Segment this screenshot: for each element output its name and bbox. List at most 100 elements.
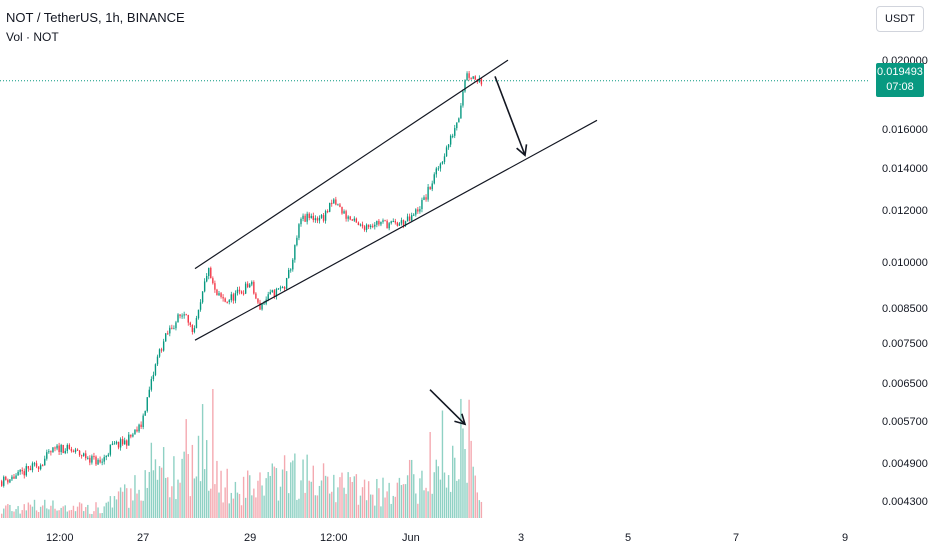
candle-body	[29, 468, 32, 471]
candle-body	[404, 221, 407, 226]
volume-bar	[312, 465, 314, 518]
volume-bar	[113, 496, 116, 518]
volume-bar	[380, 506, 382, 518]
volume-bar	[144, 470, 146, 518]
volume-bar	[386, 491, 388, 518]
candle-body	[197, 309, 200, 319]
volume-bar	[130, 488, 132, 518]
symbol-title[interactable]: NOT / TetherUS, 1h, BINANCE	[6, 10, 185, 25]
volume-bar	[392, 495, 394, 518]
volume-bar	[152, 470, 155, 518]
candle-body	[216, 289, 218, 296]
candle-body	[275, 288, 278, 297]
candle-body	[228, 300, 230, 302]
volume-bar	[472, 466, 474, 518]
candle-body	[421, 199, 423, 210]
candle-body	[294, 245, 296, 260]
volume-bar	[402, 484, 405, 518]
price-arrow	[494, 76, 526, 156]
volume-bar	[117, 491, 120, 518]
candle-body	[222, 296, 224, 299]
candle-body	[35, 463, 38, 467]
volume-bar	[224, 487, 226, 518]
volume-bar	[390, 503, 392, 518]
volume-indicator-label[interactable]: Vol · NOT	[6, 30, 59, 44]
candle-body	[105, 455, 107, 458]
y-tick-label: 0.008500	[882, 303, 928, 315]
volume-bar	[331, 491, 333, 518]
volume-bar	[466, 482, 468, 518]
candle-body	[148, 389, 150, 398]
candle-body	[179, 314, 181, 317]
volume-bar	[351, 481, 353, 518]
candle-body	[285, 277, 288, 289]
candle-body	[300, 218, 302, 225]
candle-body	[181, 315, 183, 317]
volume-bar	[335, 502, 337, 518]
volume-bar	[283, 455, 286, 518]
channel-lower-line	[194, 119, 598, 341]
volume-bar	[37, 511, 40, 518]
volume-bar	[355, 474, 358, 518]
volume-bar	[9, 504, 11, 518]
volume-bar	[3, 508, 5, 518]
volume-bar	[197, 435, 200, 518]
volume-bar	[294, 453, 296, 518]
x-tick-label: 7	[733, 532, 739, 544]
volume-bar	[314, 495, 317, 518]
volume-bar	[318, 485, 321, 518]
candle-body	[443, 156, 446, 162]
volume-bars	[1, 389, 483, 518]
candle-body	[292, 259, 294, 270]
candle-body	[456, 122, 458, 129]
volume-bar	[212, 389, 214, 518]
candle-body	[117, 441, 120, 448]
volume-bar	[460, 398, 462, 518]
candle-body	[372, 225, 374, 227]
candle-body	[349, 216, 351, 220]
x-tick-label: Jun	[402, 532, 420, 544]
volume-bar	[87, 504, 89, 518]
volume-bar	[478, 500, 481, 518]
candle-body	[458, 118, 460, 123]
y-tick-label: 0.004300	[882, 496, 928, 508]
candle-body	[46, 452, 48, 459]
candle-body	[19, 470, 21, 472]
volume-bar	[56, 510, 58, 518]
volume-bar	[7, 503, 9, 518]
volume-bar	[353, 476, 355, 518]
candle-body	[320, 215, 323, 218]
candle-body	[236, 289, 239, 294]
volume-bar	[154, 459, 157, 518]
volume-bar	[181, 458, 183, 518]
volume-bar	[427, 491, 429, 518]
candle-body	[480, 78, 483, 85]
volume-bar	[167, 477, 169, 518]
candle-body	[386, 220, 388, 229]
volume-bar	[320, 480, 323, 518]
candle-body	[281, 287, 284, 289]
candle-body	[206, 276, 208, 282]
candle-body	[273, 290, 276, 297]
candle-body	[66, 444, 68, 451]
candle-body	[277, 288, 280, 290]
candle-body	[113, 443, 116, 445]
candle-body	[390, 221, 392, 224]
volume-arrow-head	[454, 413, 467, 426]
candle-body	[435, 168, 437, 175]
candle-body	[470, 77, 472, 79]
candle-body	[394, 221, 396, 223]
volume-bar	[201, 404, 204, 518]
candle-body	[103, 457, 105, 462]
volume-bar	[230, 492, 232, 518]
volume-bar	[89, 513, 91, 518]
volume-bar	[134, 475, 136, 518]
candle-body	[162, 341, 165, 351]
candle-body	[411, 215, 413, 221]
candle-body	[468, 73, 470, 78]
currency-button[interactable]: USDT	[876, 6, 924, 32]
candle-body	[253, 281, 255, 294]
candle-body	[83, 453, 85, 456]
candle-body	[187, 315, 189, 323]
